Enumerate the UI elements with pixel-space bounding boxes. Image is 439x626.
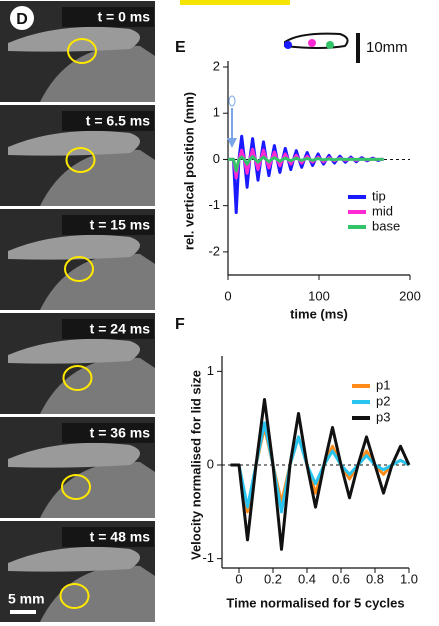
- x-tick-label: 100: [308, 288, 330, 303]
- series-line: [228, 134, 384, 215]
- lid: [8, 442, 140, 468]
- yellow-circle: [61, 474, 91, 500]
- x-axis-title: time (ms): [290, 306, 348, 321]
- legend-label: tip: [372, 188, 386, 203]
- dot-mid: [308, 39, 316, 47]
- label-bg: [62, 111, 154, 131]
- x-tick-label: 0.4: [298, 571, 316, 586]
- time-label: t = 15 ms: [90, 217, 151, 233]
- label-bg: [62, 7, 154, 27]
- pitcher-body: [40, 357, 155, 414]
- x-tick-label: 0.6: [332, 571, 350, 586]
- legend-label: p1: [376, 377, 390, 392]
- panel-label: E: [175, 39, 186, 56]
- legend-label: mid: [372, 203, 393, 218]
- y-tick-label: 2: [213, 58, 220, 73]
- y-tick-label: 1: [213, 105, 220, 120]
- lid: [8, 234, 140, 260]
- pitcher-body: [40, 45, 155, 102]
- lid: [8, 26, 140, 52]
- time-label: t = 48 ms: [90, 529, 151, 545]
- y-tick-label: -1: [202, 550, 214, 565]
- label-bg: [62, 527, 154, 547]
- time-label: t = 36 ms: [90, 425, 151, 441]
- yellow-circle: [65, 147, 96, 173]
- time-label: t = 24 ms: [90, 321, 151, 337]
- x-tick-label: 0: [224, 288, 231, 303]
- y-tick-label: 0: [207, 456, 214, 471]
- dot-tip: [284, 41, 292, 49]
- legend-label: p2: [376, 393, 390, 408]
- x-axis-title: Time normalised for 5 cycles: [226, 595, 404, 610]
- label-d-bg: [10, 6, 34, 30]
- label-bg: [62, 423, 154, 443]
- x-tick-label: 0.8: [366, 571, 384, 586]
- pitcher-body: [40, 461, 155, 518]
- y-tick-label: -1: [208, 197, 220, 212]
- x-tick-label: 0.2: [264, 571, 282, 586]
- scale-label: 5 mm: [8, 591, 45, 607]
- arrowhead: [227, 138, 237, 148]
- yellow-circle: [67, 38, 97, 64]
- series-line: [230, 421, 410, 514]
- panel-label: F: [175, 316, 185, 333]
- lid: [8, 338, 140, 364]
- scale-label: 10mm: [366, 39, 408, 56]
- x-tick-label: 200: [399, 288, 421, 303]
- y-tick-label: -2: [208, 243, 220, 258]
- y-tick-label: 1: [207, 363, 214, 378]
- dot-base: [326, 41, 334, 49]
- top-strip: [180, 0, 290, 5]
- y-axis-title: rel. vertical position (mm): [181, 92, 196, 250]
- lid: [8, 546, 140, 572]
- pitcher-body: [40, 253, 155, 310]
- y-tick-label: 0: [213, 151, 220, 166]
- x-tick-label: 0: [235, 571, 242, 586]
- yellow-circle: [62, 365, 93, 391]
- time-label: t = 0 ms: [97, 9, 150, 25]
- scale-bar: [10, 610, 36, 614]
- time-label: t = 6.5 ms: [86, 113, 150, 129]
- drop: [228, 95, 236, 107]
- legend-label: base: [372, 218, 400, 233]
- x-tick-label: 1.0: [400, 571, 418, 586]
- lid-schematic: [284, 32, 349, 49]
- panel-label-d: D: [16, 11, 28, 28]
- lid: [8, 130, 140, 156]
- yellow-circle: [59, 583, 90, 609]
- legend-label: p3: [376, 409, 390, 424]
- y-axis-title: Velocity normalised for lid size: [188, 370, 203, 560]
- series-line: [230, 398, 411, 551]
- scale-bar: [356, 33, 360, 63]
- label-bg: [62, 215, 154, 235]
- pitcher-body: [40, 149, 155, 206]
- label-bg: [62, 319, 154, 339]
- yellow-circle: [64, 256, 94, 282]
- series-line: [228, 155, 384, 173]
